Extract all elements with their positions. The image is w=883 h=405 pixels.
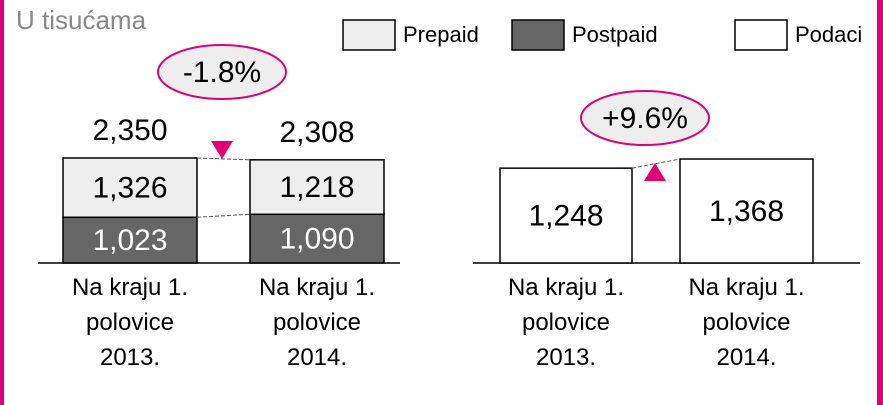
bar bbox=[249, 159, 385, 216]
border-right bbox=[877, 0, 883, 405]
value-label: 1,368 bbox=[709, 195, 784, 228]
legend-label: Prepaid bbox=[403, 22, 479, 47]
annotation-bubble bbox=[157, 44, 287, 100]
total-label: 2,350 bbox=[92, 114, 167, 147]
legend-swatch bbox=[511, 19, 565, 51]
bar bbox=[62, 157, 198, 219]
connector bbox=[196, 157, 251, 161]
legend-label: Postpaid bbox=[572, 22, 658, 47]
border-left bbox=[0, 0, 4, 405]
legend-swatch bbox=[342, 19, 396, 51]
change-arrow bbox=[211, 141, 233, 159]
annotation: -1.8% bbox=[183, 56, 261, 89]
connector bbox=[631, 158, 681, 169]
connector bbox=[196, 213, 251, 218]
x-tick-label: Na kraju 1. polovice 2013. bbox=[71, 274, 189, 371]
x-tick-label: Na kraju 1. polovice 2013. bbox=[507, 274, 625, 371]
value-label: 1,023 bbox=[92, 224, 167, 257]
x-tick-label: Na kraju 1. polovice 2014. bbox=[258, 274, 376, 371]
x-tick-label: Na kraju 1. polovice 2014. bbox=[688, 274, 805, 371]
chart-title: U tisućama bbox=[16, 5, 147, 35]
annotation: +9.6% bbox=[602, 102, 688, 135]
value-label: 1,248 bbox=[528, 199, 603, 232]
value-label: 1,326 bbox=[92, 172, 167, 205]
value-label: 1,218 bbox=[279, 171, 354, 204]
annotation-bubble bbox=[580, 90, 710, 146]
bar bbox=[679, 158, 814, 264]
bar bbox=[62, 216, 198, 264]
bar bbox=[499, 167, 633, 264]
value-label: 1,090 bbox=[279, 223, 354, 256]
change-arrow bbox=[644, 163, 666, 181]
legend-swatch bbox=[734, 19, 788, 51]
legend-label: Podaci bbox=[795, 22, 862, 47]
total-label: 2,308 bbox=[279, 116, 354, 149]
